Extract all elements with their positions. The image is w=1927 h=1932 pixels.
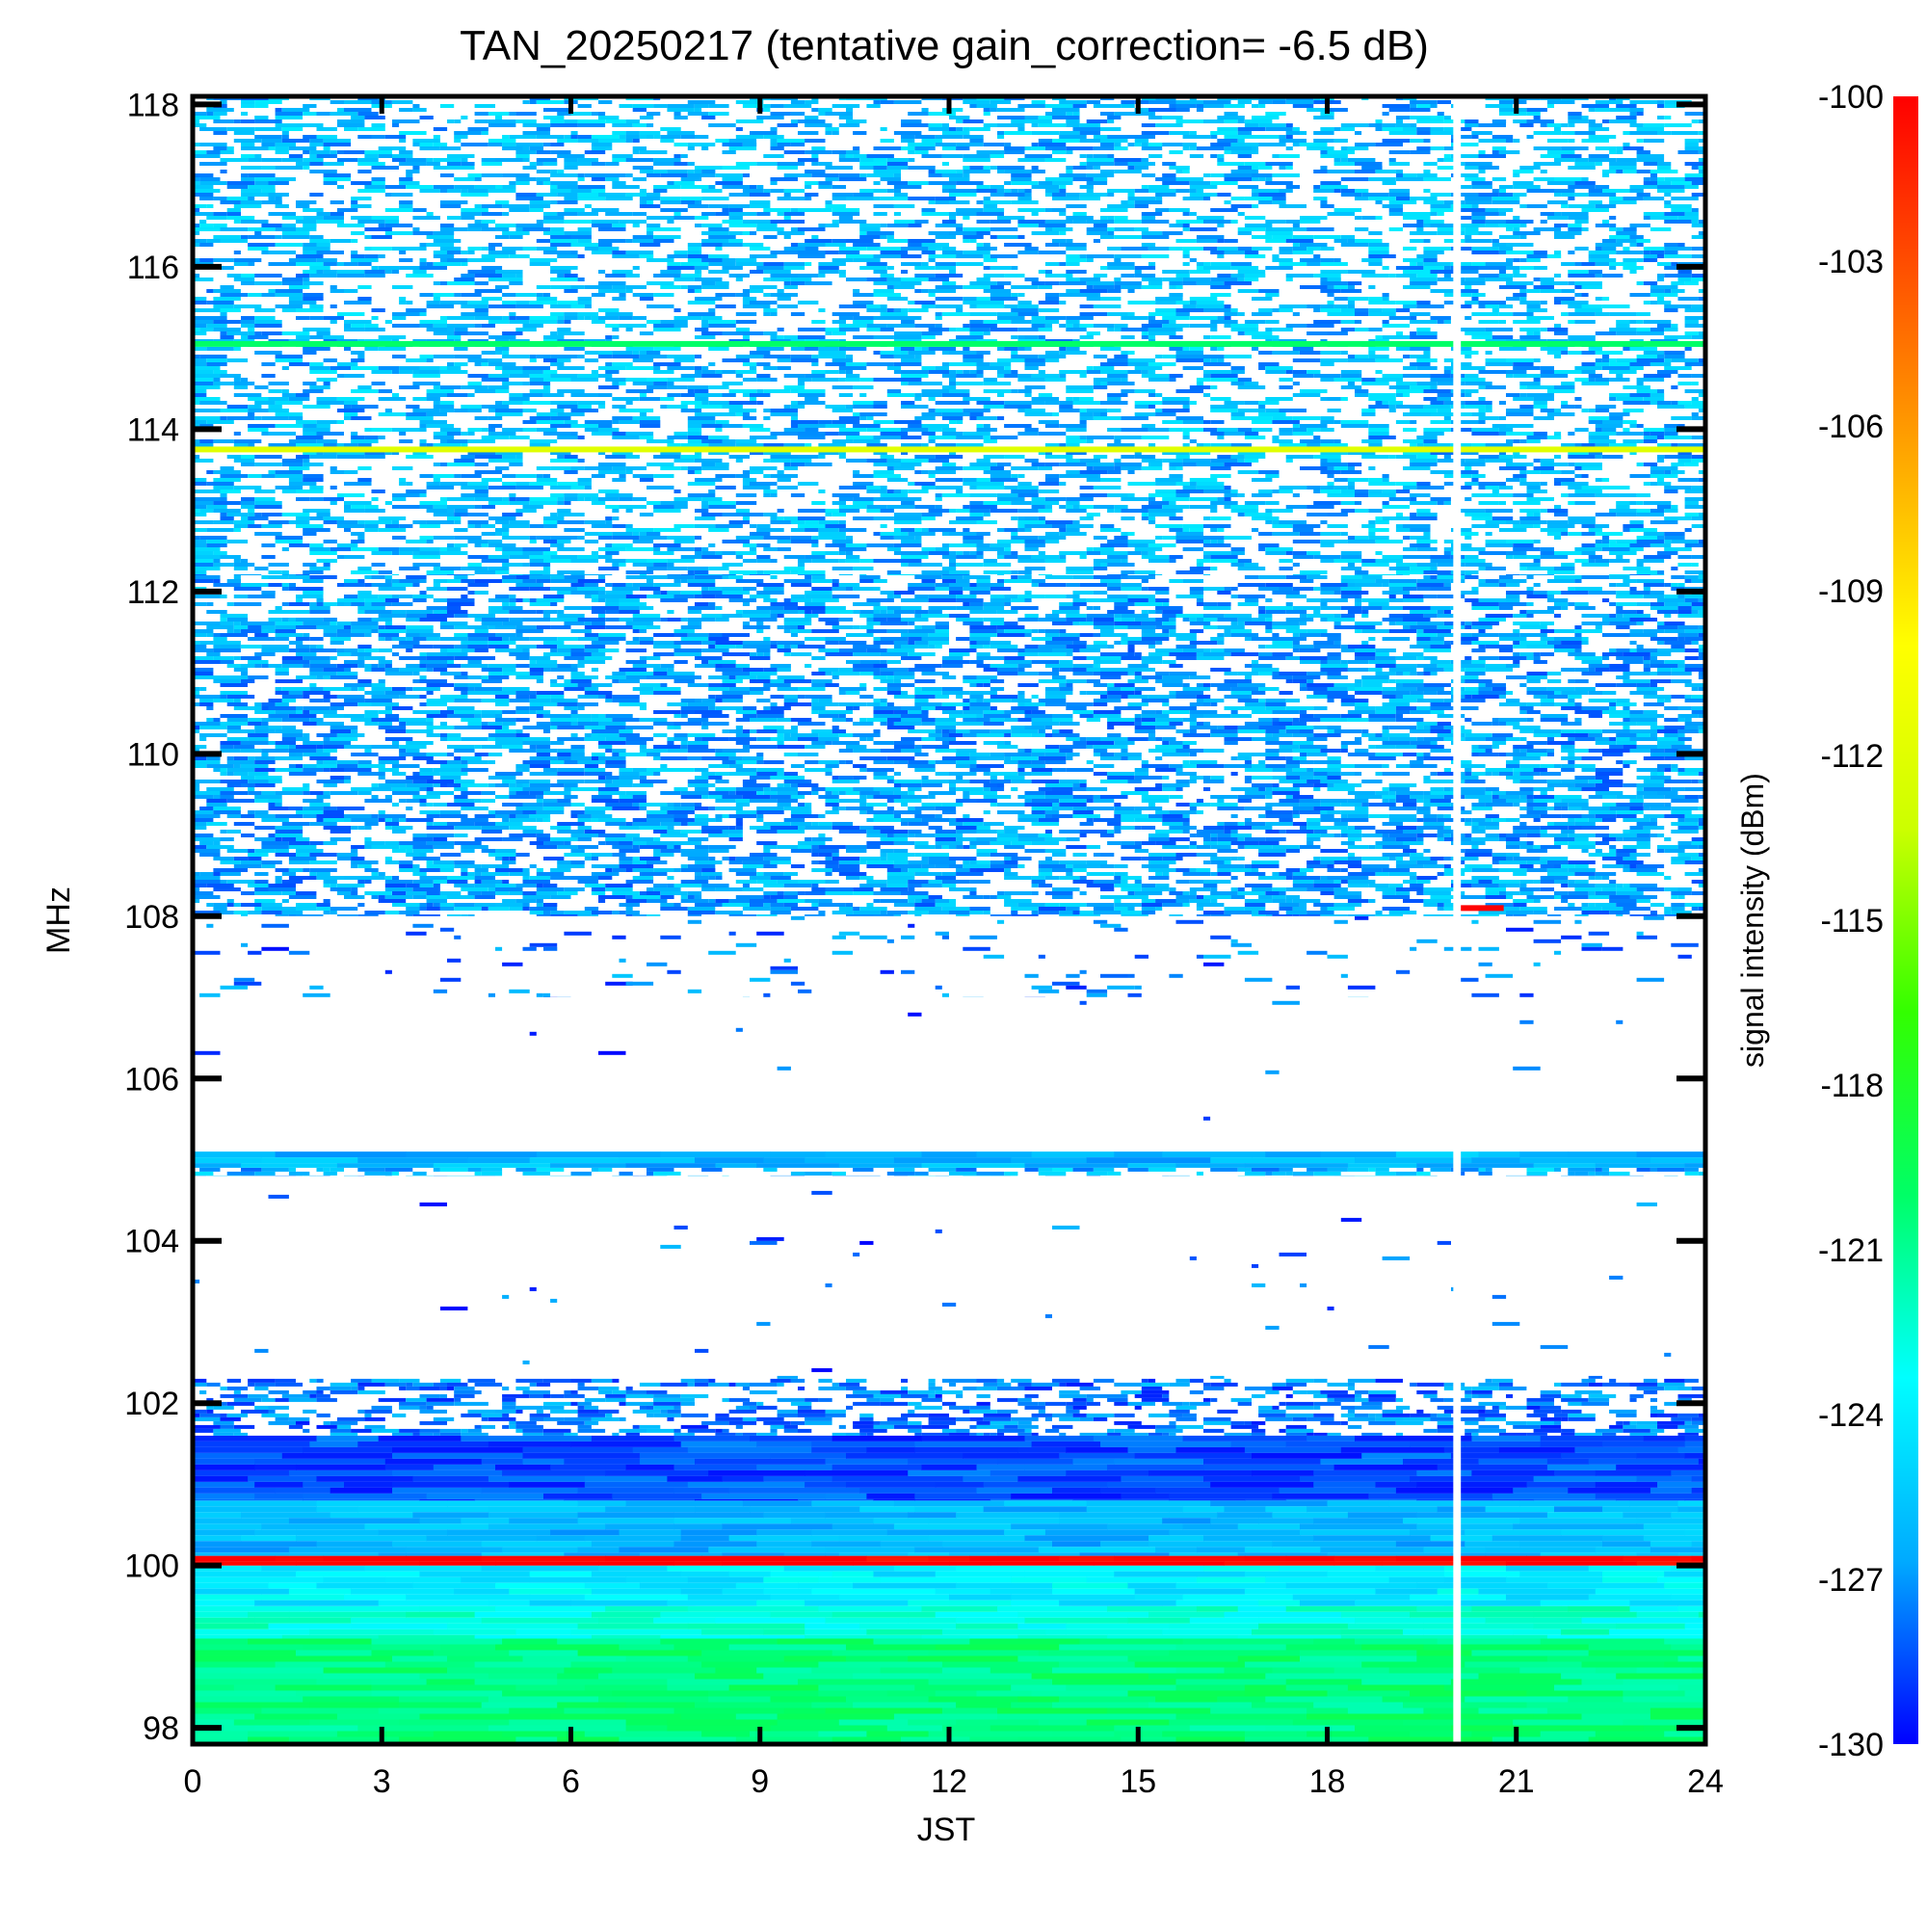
colorbar-tick-label-7: -121 — [1818, 1232, 1884, 1269]
band-9 — [193, 1151, 1706, 1168]
y-tick-label-9: 116 — [127, 250, 179, 286]
y-tick-label-2: 102 — [124, 1386, 179, 1422]
x-tick-label-3: 9 — [751, 1763, 769, 1800]
x-tick-label-5: 15 — [1120, 1763, 1156, 1800]
y-tick-label-7: 112 — [127, 574, 179, 611]
y-tick-label-3: 104 — [124, 1224, 179, 1260]
data-gap — [1453, 96, 1461, 1744]
colorbar-ticks: -100 -103 -106 -109 -112 -115 -118 -121 -124 -127… — [1818, 79, 1884, 1763]
colorbar-tick-label-4: -112 — [1820, 738, 1884, 775]
x-tick-label-6: 18 — [1309, 1763, 1346, 1800]
y-tick-label-1: 100 — [124, 1548, 179, 1585]
colorbar-tick-label-2: -106 — [1818, 409, 1884, 445]
colorbar-tick-label-0: -100 — [1818, 79, 1884, 116]
band-8 — [193, 1168, 1705, 1176]
signal-line-1 — [193, 341, 1705, 347]
colorbar-tick-label-9: -127 — [1818, 1562, 1884, 1599]
y-tick-label-5: 108 — [124, 899, 179, 936]
colorbar-tick-label-6: -118 — [1820, 1068, 1884, 1104]
y-tick-label-4: 106 — [124, 1061, 179, 1098]
colorbar-label: signal intensity (dBm) — [1735, 773, 1770, 1068]
colorbar-tick-label-1: -103 — [1818, 244, 1884, 280]
band-12 — [193, 575, 1705, 916]
band-1 — [193, 1606, 1706, 1639]
signal-line-2 — [1460, 905, 1504, 911]
colorbar-tick-label-3: -109 — [1818, 573, 1884, 610]
x-tick-label-8: 24 — [1687, 1763, 1724, 1800]
band-5 — [193, 1436, 1706, 1500]
y-axis-label: MHz — [40, 887, 77, 954]
x-tick-label-7: 21 — [1498, 1763, 1535, 1800]
band-2 — [193, 1566, 1706, 1606]
y-tick-label-8: 114 — [127, 411, 179, 448]
band-10 — [193, 936, 1657, 1121]
colorbar-tick-label-8: -124 — [1818, 1397, 1884, 1434]
y-tick-label-10: 118 — [127, 87, 179, 123]
band-7 — [193, 1191, 1671, 1379]
y-tick-label-6: 110 — [127, 736, 179, 773]
band-13 — [193, 96, 1705, 575]
x-tick-label-1: 3 — [373, 1763, 391, 1800]
colorbar-tick-label-5: -115 — [1820, 903, 1884, 940]
signal-line-0 — [193, 446, 1705, 452]
x-tick-label-0: 0 — [184, 1763, 202, 1800]
y-tick-label-0: 98 — [143, 1710, 179, 1747]
band-11 — [193, 916, 1699, 997]
x-tick-label-4: 12 — [931, 1763, 967, 1800]
band-3 — [193, 1556, 1706, 1566]
heatmap-plot — [193, 96, 1706, 1744]
x-tick-label-2: 6 — [562, 1763, 580, 1800]
chart-title: TAN_20250217 (tentative gain_correction=… — [460, 22, 1429, 69]
band-4 — [193, 1500, 1706, 1555]
colorbar — [1893, 96, 1918, 1744]
band-6 — [193, 1379, 1705, 1436]
colorbar-tick-label-10: -130 — [1818, 1727, 1884, 1763]
x-axis-label: JST — [917, 1812, 975, 1848]
